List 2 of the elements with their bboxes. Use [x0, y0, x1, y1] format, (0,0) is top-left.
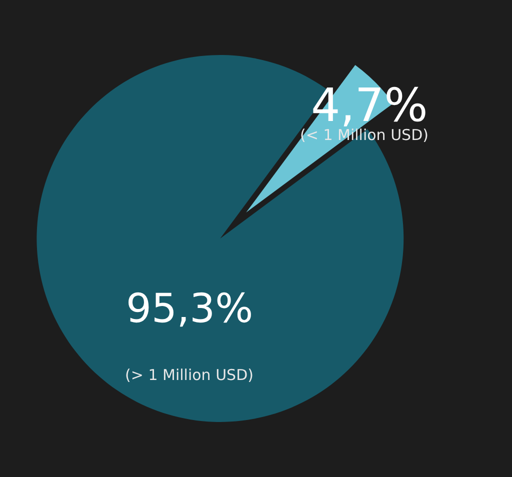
- data-label: 95,3%: [126, 286, 254, 332]
- slice-label: (> 1 Million USD): [125, 366, 254, 384]
